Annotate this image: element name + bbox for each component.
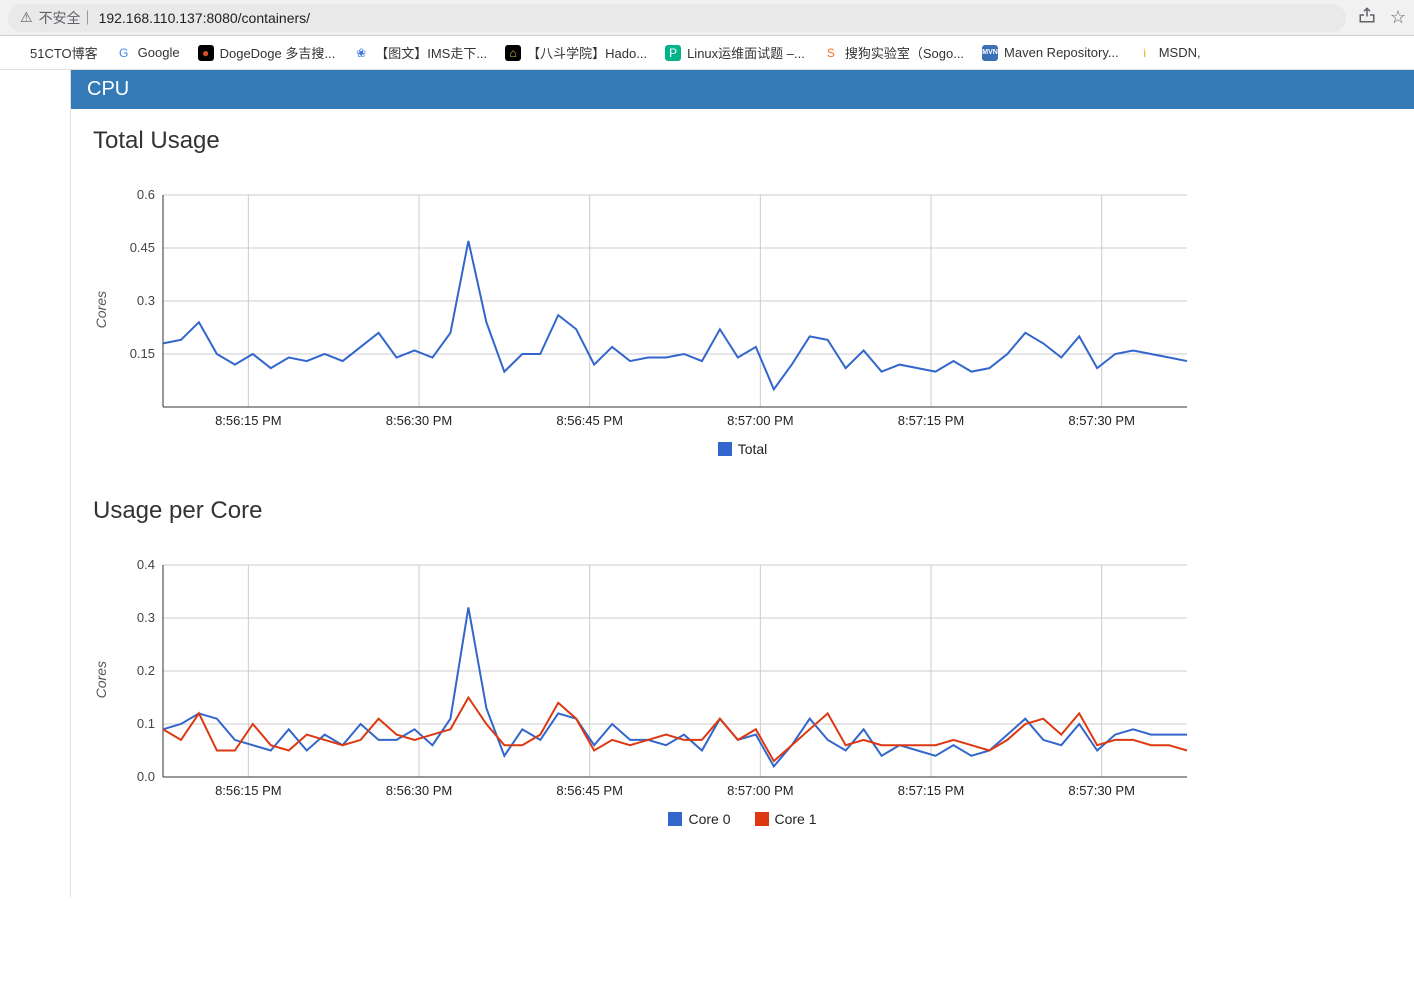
y-axis-label-2: Cores — [93, 661, 109, 698]
svg-text:8:56:15 PM: 8:56:15 PM — [215, 413, 281, 428]
bookmark-item[interactable]: 51CTO博客 — [8, 43, 98, 62]
bookmark-item[interactable]: P Linux运维面试题 –... — [665, 43, 805, 62]
url-actions: ☆ — [1358, 6, 1406, 29]
bookmark-label: Maven Repository... — [1004, 45, 1119, 60]
legend-swatch — [718, 442, 732, 456]
svg-text:8:57:30 PM: 8:57:30 PM — [1068, 413, 1135, 428]
legend-item: Total — [718, 441, 768, 457]
svg-text:8:57:30 PM: 8:57:30 PM — [1068, 783, 1135, 798]
chart-title-percore: Usage per Core — [93, 497, 1392, 525]
bookmarks-bar: 51CTO博客 G Google ● DogeDoge 多吉搜... ❀ 【图文】IMS走下… — [0, 36, 1414, 70]
share-icon[interactable] — [1358, 6, 1376, 29]
svg-text:8:56:30 PM: 8:56:30 PM — [386, 413, 453, 428]
svg-text:8:56:15 PM: 8:56:15 PM — [215, 783, 281, 798]
svg-text:8:56:45 PM: 8:56:45 PM — [556, 413, 623, 428]
svg-text:0.1: 0.1 — [137, 716, 155, 731]
y-axis-label-1: Cores — [93, 291, 109, 328]
bookmark-item[interactable]: G Google — [116, 45, 180, 61]
bookmark-item[interactable]: ❀ 【图文】IMS走下... — [353, 43, 487, 62]
bookmark-label: 搜狗实验室（Sogo... — [845, 43, 964, 62]
url-text: 192.168.110.137:8080/containers/ — [99, 10, 310, 26]
bookmark-label: MSDN, — [1159, 45, 1201, 60]
browser-chrome: ⚠ 不安全｜ 192.168.110.137:8080/containers/ … — [0, 0, 1414, 70]
bookmark-favicon: i — [1137, 45, 1153, 61]
svg-text:0.2: 0.2 — [137, 663, 155, 678]
svg-text:0.4: 0.4 — [137, 557, 155, 572]
bookmark-favicon: P — [665, 45, 681, 61]
bookmark-item[interactable]: S 搜狗实验室（Sogo... — [823, 43, 964, 62]
chart-title-total: Total Usage — [93, 127, 1392, 155]
svg-text:0.45: 0.45 — [130, 240, 155, 255]
legend-label: Core 0 — [688, 811, 730, 827]
bookmark-item[interactable]: i MSDN, — [1137, 45, 1201, 61]
bookmark-favicon: ● — [198, 45, 214, 61]
total-usage-chart: 8:56:15 PM 8:56:30 PM 8:56:45 PM 8:57:00 PM… — [117, 185, 1197, 435]
legend-item: Core 0 — [668, 811, 730, 827]
main-panel: CPU Total Usage Cores 8:56:15 PM 8:56:30 … — [70, 70, 1414, 897]
svg-text:0.0: 0.0 — [137, 769, 155, 784]
legend-label: Core 1 — [775, 811, 817, 827]
bookmark-favicon: ⌂ — [505, 45, 521, 61]
legend-percore: Core 0 Core 1 — [93, 811, 1392, 827]
svg-text:8:56:45 PM: 8:56:45 PM — [556, 783, 623, 798]
svg-text:8:56:30 PM: 8:56:30 PM — [386, 783, 453, 798]
insecure-label: 不安全｜ — [39, 8, 95, 28]
bookmark-label: DogeDoge 多吉搜... — [220, 43, 336, 62]
svg-text:0.6: 0.6 — [137, 187, 155, 202]
legend-swatch — [755, 812, 769, 826]
bookmark-favicon: ❀ — [353, 45, 369, 61]
bookmark-label: 51CTO博客 — [30, 43, 98, 62]
legend-label: Total — [738, 441, 768, 457]
svg-text:0.3: 0.3 — [137, 293, 155, 308]
star-icon[interactable]: ☆ — [1390, 7, 1406, 28]
insecure-icon: ⚠ — [20, 9, 33, 26]
section-body: Total Usage Cores 8:56:15 PM8:56:30 PM8:… — [71, 109, 1414, 897]
svg-text:8:57:15 PM: 8:57:15 PM — [898, 413, 965, 428]
svg-text:0.3: 0.3 — [137, 610, 155, 625]
svg-text:8:57:00 PM: 8:57:00 PM — [727, 413, 794, 428]
svg-text:8:57:00 PM: 8:57:00 PM — [727, 783, 794, 798]
per-core-chart: 8:56:15 PM 8:56:30 PM 8:56:45 PM 8:57:00 PM… — [117, 555, 1197, 805]
url-bar-inner[interactable]: ⚠ 不安全｜ 192.168.110.137:8080/containers/ — [8, 4, 1346, 32]
bookmark-label: Linux运维面试题 –... — [687, 43, 805, 62]
bookmark-favicon: G — [116, 45, 132, 61]
bookmark-label: 【图文】IMS走下... — [375, 43, 487, 62]
per-core-block: Usage per Core Cores 8:56:15 PM 8:56:30 P… — [93, 497, 1392, 827]
total-usage-block: Total Usage Cores 8:56:15 PM8:56:30 PM8:… — [93, 127, 1392, 457]
svg-text:8:57:15 PM: 8:57:15 PM — [898, 783, 965, 798]
legend-total: Total — [93, 441, 1392, 457]
bookmark-favicon — [8, 45, 24, 61]
content-area: CPU Total Usage Cores 8:56:15 PM 8:56:30 … — [0, 70, 1414, 897]
bookmark-item[interactable]: ● DogeDoge 多吉搜... — [198, 43, 336, 62]
bookmark-item[interactable]: MVN Maven Repository... — [982, 45, 1119, 61]
legend-item: Core 1 — [755, 811, 817, 827]
svg-text:0.15: 0.15 — [130, 346, 155, 361]
bookmark-favicon: S — [823, 45, 839, 61]
bookmark-item[interactable]: ⌂ 【八斗学院】Hado... — [505, 43, 647, 62]
bookmark-label: 【八斗学院】Hado... — [527, 43, 647, 62]
left-gutter — [0, 70, 70, 897]
bookmark-label: Google — [138, 45, 180, 60]
section-header-cpu: CPU — [71, 70, 1414, 109]
legend-swatch — [668, 812, 682, 826]
url-bar: ⚠ 不安全｜ 192.168.110.137:8080/containers/ … — [0, 0, 1414, 36]
bookmark-favicon: MVN — [982, 45, 998, 61]
